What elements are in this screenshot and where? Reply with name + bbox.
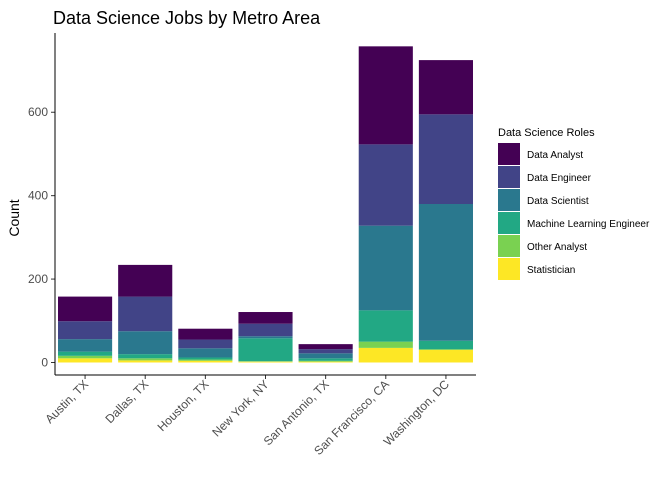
bars-group — [58, 46, 473, 363]
bar-san-antonio-tx-statistician — [298, 361, 353, 363]
legend-swatch-statistician — [498, 258, 520, 280]
legend-label-data-analyst: Data Analyst — [527, 150, 583, 161]
bar-dallas-tx-statistician — [118, 360, 173, 363]
bar-washington-dc-data-scientist — [418, 204, 473, 341]
legend-label-data-scientist: Data Scientist — [527, 196, 589, 207]
bar-washington-dc-other-analyst — [418, 349, 473, 350]
bar-dallas-tx-machine-learning-engineer — [118, 354, 173, 359]
bar-austin-tx-machine-learning-engineer — [58, 351, 113, 356]
bar-new-york-ny-statistician — [238, 361, 293, 363]
legend-swatch-data-engineer — [498, 166, 520, 188]
bar-san-antonio-tx-machine-learning-engineer — [298, 358, 353, 361]
bar-houston-tx-data-scientist — [178, 348, 233, 358]
bar-san-antonio-tx-other-analyst — [298, 360, 353, 362]
x-tick-label-new-york-ny: New York, NY — [209, 377, 271, 439]
bar-san-francisco-ca-statistician — [358, 347, 413, 363]
bar-san-francisco-ca-other-analyst — [358, 341, 413, 348]
bar-san-antonio-tx-data-engineer — [298, 349, 353, 354]
legend-label-machine-learning-engineer: Machine Learning Engineer — [527, 219, 650, 230]
bar-washington-dc-data-analyst — [418, 60, 473, 115]
bar-washington-dc-machine-learning-engineer — [418, 340, 473, 350]
bar-new-york-ny-machine-learning-engineer — [238, 338, 293, 362]
y-axis-title: Count — [6, 199, 22, 236]
bar-houston-tx-data-engineer — [178, 339, 233, 349]
bar-san-antonio-tx-data-analyst — [298, 344, 353, 350]
bar-san-francisco-ca-data-engineer — [358, 144, 413, 226]
bar-austin-tx-data-scientist — [58, 339, 113, 352]
y-tick-label: 0 — [41, 355, 48, 369]
bar-dallas-tx-data-scientist — [118, 331, 173, 355]
bar-houston-tx-machine-learning-engineer — [178, 357, 233, 360]
bar-austin-tx-data-engineer — [58, 321, 113, 340]
bar-austin-tx-statistician — [58, 358, 113, 363]
y-tick-label: 200 — [28, 272, 48, 286]
y-ticks: 0 200 400 600 — [28, 105, 55, 369]
legend-title: Data Science Roles — [498, 127, 595, 139]
bar-austin-tx-data-analyst — [58, 296, 113, 322]
legend-swatch-other-analyst — [498, 235, 520, 257]
x-tick-label-houston-tx: Houston, TX — [155, 377, 212, 434]
bar-washington-dc-statistician — [418, 349, 473, 363]
bar-new-york-ny-data-scientist — [238, 336, 293, 339]
chart-title: Data Science Jobs by Metro Area — [53, 8, 321, 28]
legend-swatch-data-scientist — [498, 189, 520, 211]
legend-label-statistician: Statistician — [527, 265, 575, 276]
bar-san-francisco-ca-data-scientist — [358, 225, 413, 311]
legend-swatch-machine-learning-engineer — [498, 212, 520, 234]
y-tick-label: 600 — [28, 105, 48, 119]
bar-dallas-tx-data-analyst — [118, 264, 173, 297]
bar-new-york-ny-data-engineer — [238, 323, 293, 337]
bar-dallas-tx-other-analyst — [118, 358, 173, 361]
legend-swatch-data-analyst — [498, 143, 520, 165]
bar-san-antonio-tx-data-scientist — [298, 353, 353, 359]
bar-houston-tx-data-analyst — [178, 328, 233, 340]
bar-austin-tx-other-analyst — [58, 355, 113, 359]
x-tick-label-washington-dc: Washington, DC — [381, 377, 453, 449]
bar-houston-tx-statistician — [178, 360, 233, 363]
bar-houston-tx-other-analyst — [178, 359, 233, 361]
bar-dallas-tx-data-engineer — [118, 296, 173, 332]
x-tick-label-dallas-tx: Dallas, TX — [102, 377, 151, 426]
legend-label-data-engineer: Data Engineer — [527, 173, 592, 184]
bar-washington-dc-data-engineer — [418, 114, 473, 204]
y-tick-label: 400 — [28, 189, 48, 203]
bar-new-york-ny-data-analyst — [238, 312, 293, 324]
bar-san-francisco-ca-machine-learning-engineer — [358, 310, 413, 342]
legend-label-other-analyst: Other Analyst — [527, 242, 587, 253]
legend: Data Science Roles Data Analyst Data Engi… — [498, 127, 650, 280]
bar-san-francisco-ca-data-analyst — [358, 46, 413, 145]
x-tick-label-austin-tx: Austin, TX — [42, 377, 91, 426]
